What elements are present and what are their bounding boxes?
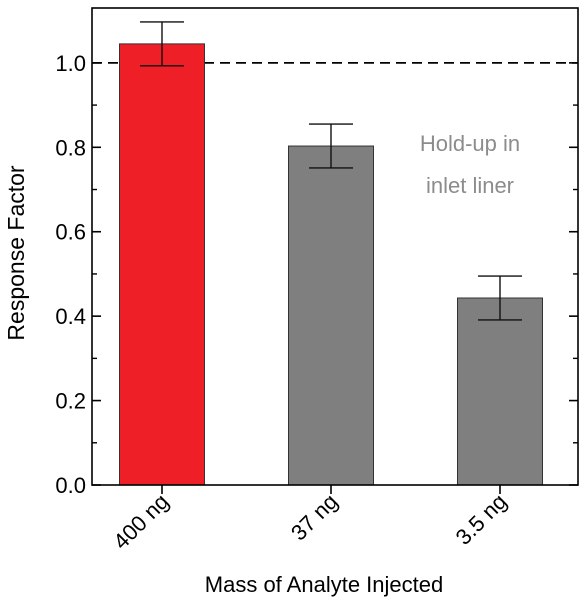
x-axis-label: Mass of Analyte Injected	[205, 572, 443, 597]
bar-0	[119, 43, 205, 486]
y-tick-label: 0.4	[55, 304, 86, 329]
y-axis-label: Response Factor	[3, 165, 29, 340]
y-tick-label: 0.0	[55, 473, 86, 498]
y-axis-ticks: 0.0 0.2 0.4 0.6 0.8 1.0	[55, 51, 578, 498]
bars-layer	[119, 43, 543, 486]
plot-frame	[91, 7, 579, 486]
error-bars-layer	[140, 21, 522, 321]
x-tick-label: 400 ng	[108, 489, 173, 554]
y-tick-label: 1.0	[55, 51, 86, 76]
annotation-line-1: Hold-up in	[420, 131, 520, 156]
x-tick-label: 3.5 ng	[451, 489, 512, 550]
x-tick-label: 37 ng	[286, 489, 343, 546]
bar-1	[288, 145, 374, 486]
annotation-line-2: inlet liner	[426, 173, 514, 198]
bar-2	[457, 297, 543, 486]
x-axis-ticks: 400 ng 37 ng 3.5 ng	[108, 485, 512, 554]
y-tick-label: 0.8	[55, 135, 86, 160]
y-tick-label: 0.6	[55, 220, 86, 245]
y-tick-label: 0.2	[55, 389, 86, 414]
